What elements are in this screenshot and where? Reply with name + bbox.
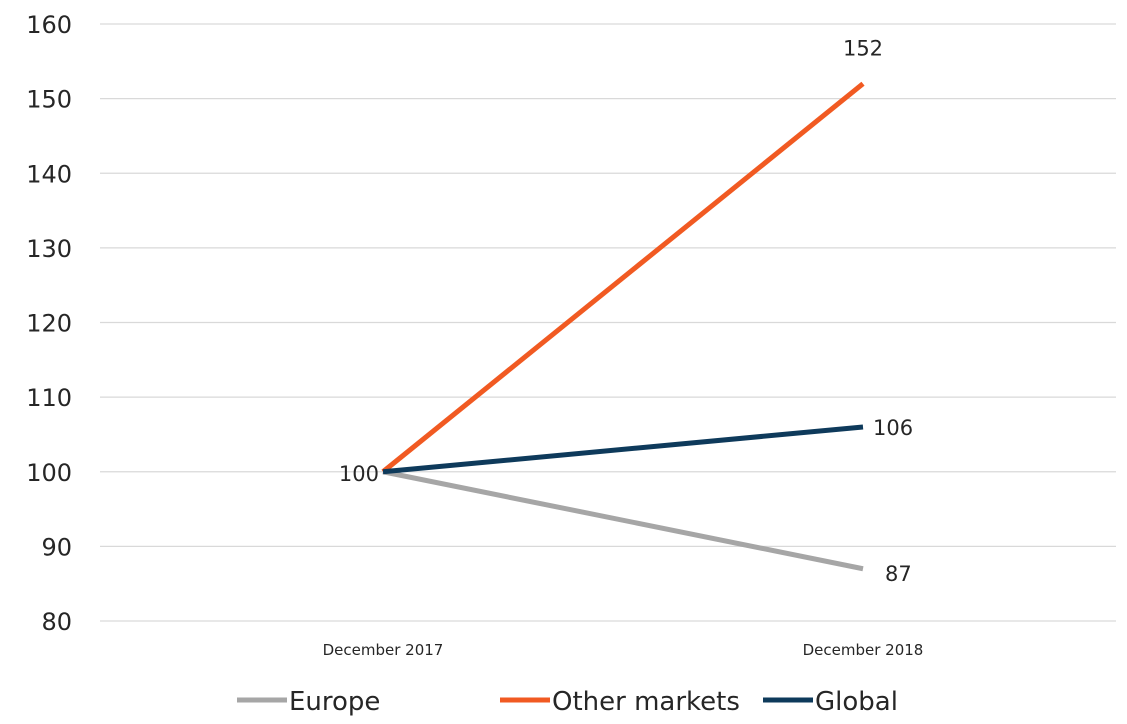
x-axis-ticks: December 2017 December 2018 bbox=[323, 641, 924, 659]
y-tick-label: 150 bbox=[26, 86, 72, 114]
y-tick-label: 130 bbox=[26, 235, 72, 263]
x-tick-label: December 2018 bbox=[803, 641, 924, 659]
series-line-other-markets bbox=[381, 81, 865, 474]
gridlines bbox=[100, 23, 1116, 622]
legend-item-europe: Europe bbox=[237, 687, 380, 717]
y-tick-label: 120 bbox=[26, 310, 72, 338]
data-labels: 100 87 152 106 bbox=[339, 37, 913, 586]
x-tick-label: December 2017 bbox=[323, 641, 444, 659]
data-label-global: 106 bbox=[873, 416, 913, 440]
legend-label: Other markets bbox=[552, 687, 740, 717]
legend-label: Europe bbox=[289, 687, 380, 717]
legend-label: Global bbox=[815, 687, 898, 717]
legend: Europe Other markets Global bbox=[237, 687, 898, 717]
legend-item-other-markets: Other markets bbox=[500, 687, 740, 717]
y-tick-label: 140 bbox=[26, 160, 72, 188]
y-tick-label: 160 bbox=[26, 11, 72, 39]
series-line-global bbox=[382, 424, 864, 475]
series-lines bbox=[381, 81, 865, 572]
y-tick-label: 80 bbox=[41, 608, 72, 636]
series-line-europe bbox=[382, 469, 864, 572]
y-tick-label: 100 bbox=[26, 459, 72, 487]
y-tick-label: 110 bbox=[26, 384, 72, 412]
y-tick-label: 90 bbox=[41, 533, 72, 561]
data-label-europe: 100 bbox=[339, 462, 379, 486]
y-axis-ticks: 80 90 100 110 120 130 140 150 160 bbox=[26, 11, 72, 636]
data-label-other-markets: 152 bbox=[843, 37, 883, 61]
data-label-europe: 87 bbox=[885, 562, 912, 586]
legend-item-global: Global bbox=[763, 687, 898, 717]
